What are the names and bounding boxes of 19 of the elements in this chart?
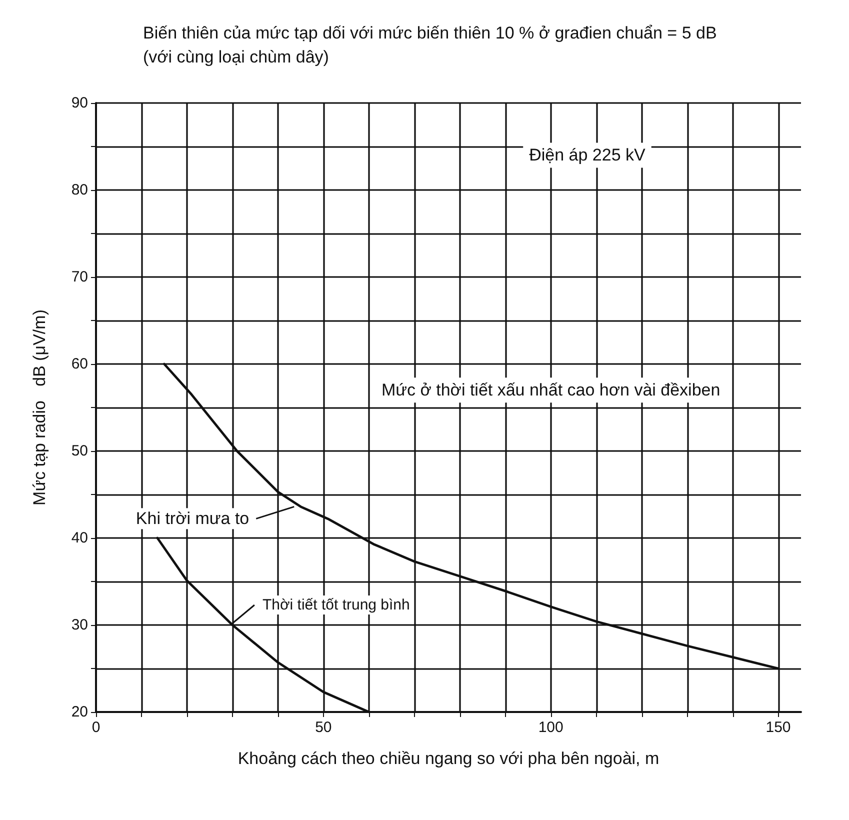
annotation: Thời tiết tốt trung bình xyxy=(262,596,410,614)
x-tick-label: 150 xyxy=(766,719,791,736)
y-tick-label: 90 xyxy=(71,94,88,112)
y-tick-label: 60 xyxy=(71,356,88,372)
y-tick-label: 50 xyxy=(71,442,88,460)
annotation: Khi trời mưa to xyxy=(136,509,250,528)
x-tick-label: 100 xyxy=(538,719,564,736)
y-tick-label: 40 xyxy=(71,530,88,546)
x-tick-label: 0 xyxy=(92,719,100,736)
y-axis-title: Mức tạp radio dB (μV/m) xyxy=(30,310,49,506)
x-tick-label: 50 xyxy=(315,719,332,736)
annotation: Mức ở thời tiết xấu nhất cao hơn vài đềxiben xyxy=(381,380,720,400)
annotation: Điện áp 225 kV xyxy=(529,146,646,165)
y-tick-label: 70 xyxy=(71,268,88,286)
y-tick-label: 30 xyxy=(71,616,88,634)
x-axis-title: Khoảng cách theo chiều ngang so với pha bên ngoài, m xyxy=(238,749,660,768)
y-tick-label: 80 xyxy=(71,182,88,198)
y-tick-label: 20 xyxy=(71,704,88,720)
chart-title: Biến thiên của mức tạp dối với mức biến thiên 10 % ở građien chuẩn = 5 dB (với cùng loại chùm dây) xyxy=(143,24,722,66)
